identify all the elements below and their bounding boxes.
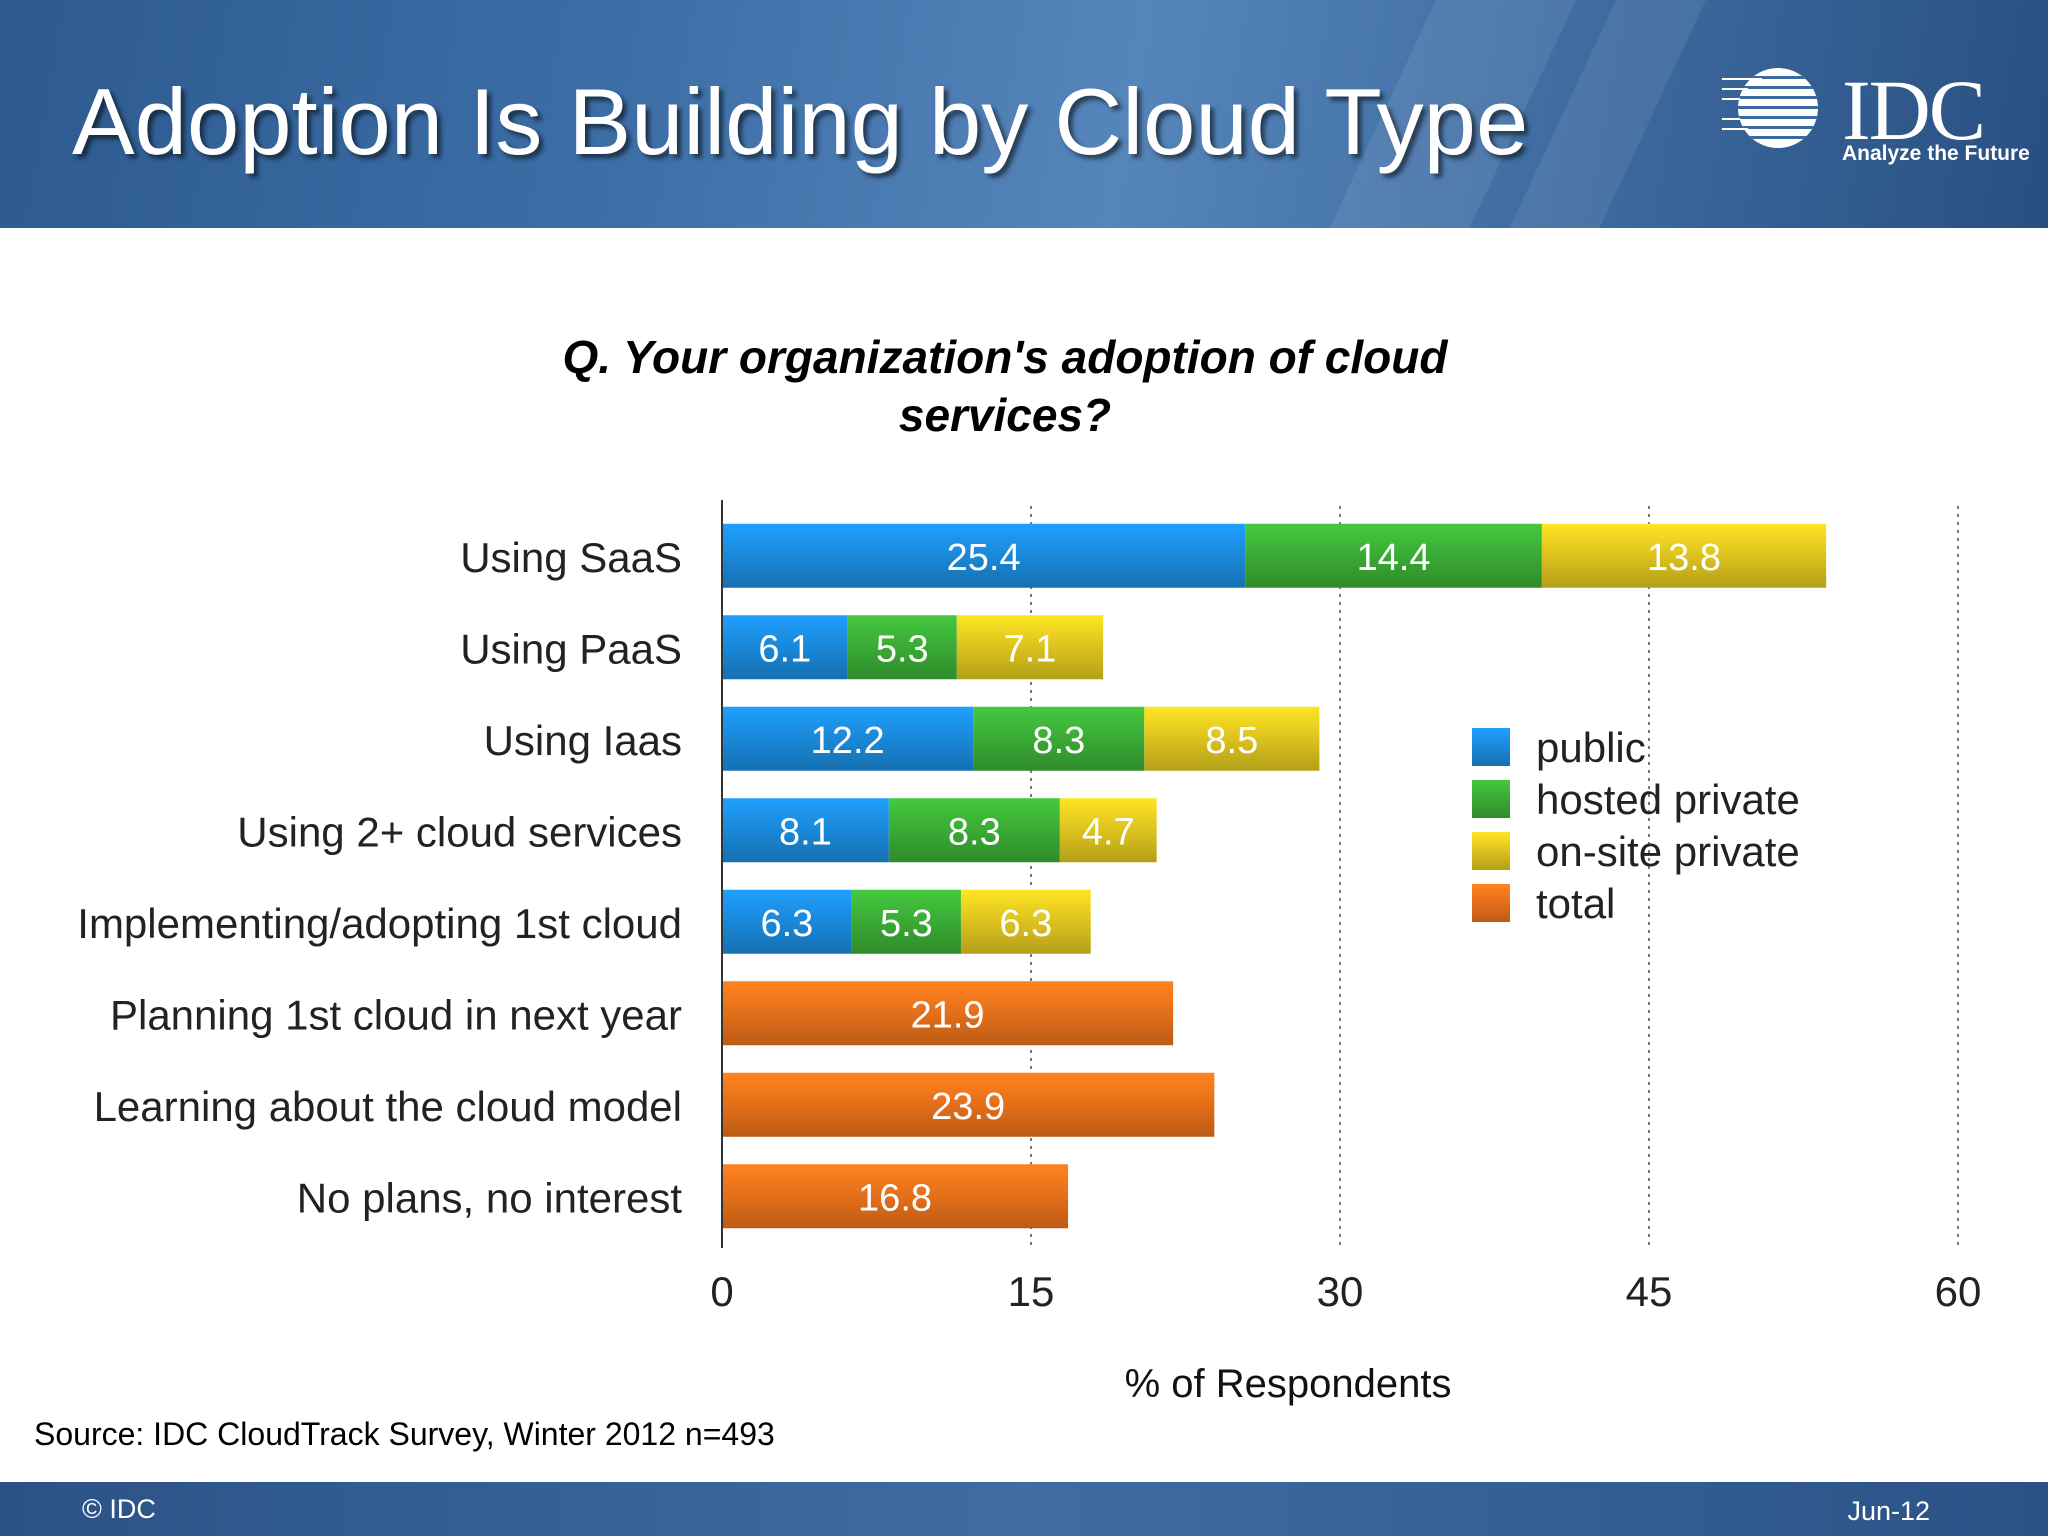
legend-swatch bbox=[1472, 832, 1510, 870]
stacked-bar-chart: Using SaaS 25.4 14.4 13.8 Using PaaS 6.1 5.3 7.… bbox=[77, 500, 1982, 1406]
bar-segment bbox=[888, 798, 1060, 863]
category-label: Learning about the cloud model bbox=[94, 1083, 682, 1130]
bar-segment bbox=[1059, 798, 1157, 863]
slide-title: Adoption Is Building by Cloud Type bbox=[72, 69, 1529, 174]
legend-label: total bbox=[1536, 880, 1615, 927]
source-note: Source: IDC CloudTrack Survey, Winter 20… bbox=[34, 1416, 775, 1452]
x-axis-label: % of Respondents bbox=[1125, 1362, 1452, 1406]
data-label: 6.1 bbox=[758, 628, 811, 670]
bar-segment bbox=[722, 523, 1246, 588]
category-label: Using 2+ cloud services bbox=[237, 808, 682, 855]
logo-text: IDC bbox=[1842, 62, 1986, 158]
x-tick-label: 0 bbox=[710, 1268, 733, 1315]
globe-icon bbox=[1722, 68, 1818, 148]
logo-tagline: Analyze the Future bbox=[1842, 142, 2030, 165]
bar-segment bbox=[722, 981, 1174, 1046]
chart-question: Q. Your organization's adoption of cloud… bbox=[562, 331, 1448, 441]
bar-segment bbox=[1541, 523, 1827, 588]
bar-segment bbox=[956, 615, 1104, 680]
data-label: 4.7 bbox=[1082, 811, 1135, 853]
bar-segment bbox=[722, 615, 848, 680]
bar-segment bbox=[722, 706, 974, 771]
data-label: 8.1 bbox=[779, 811, 832, 853]
data-label: 25.4 bbox=[947, 537, 1021, 579]
bar-segment bbox=[722, 1072, 1215, 1137]
data-label: 8.3 bbox=[948, 811, 1001, 853]
bar-segment bbox=[1144, 706, 1320, 771]
slide-date: Jun-12 bbox=[1847, 1496, 1930, 1526]
x-tick-label: 30 bbox=[1317, 1268, 1364, 1315]
x-tick-label: 60 bbox=[1935, 1268, 1982, 1315]
x-tick-label: 15 bbox=[1008, 1268, 1055, 1315]
data-label: 12.2 bbox=[811, 720, 885, 762]
bar-segment bbox=[973, 706, 1145, 771]
category-label: Using SaaS bbox=[460, 534, 682, 581]
idc-logo: IDC Analyze the Future bbox=[1722, 62, 2030, 176]
category-label: No plans, no interest bbox=[297, 1174, 683, 1221]
slide-footer: © IDC Jun-12 bbox=[0, 1482, 2048, 1536]
category-label: Using Iaas bbox=[484, 717, 682, 764]
legend-swatch bbox=[1472, 884, 1510, 922]
bar-segment bbox=[851, 889, 961, 954]
legend-label: public bbox=[1536, 724, 1646, 771]
bar-segment bbox=[722, 798, 889, 863]
data-label: 6.3 bbox=[999, 903, 1052, 945]
x-tick-label: 45 bbox=[1626, 1268, 1673, 1315]
category-label: Planning 1st cloud in next year bbox=[110, 991, 682, 1038]
bar-segment bbox=[1245, 523, 1542, 588]
data-label: 8.3 bbox=[1032, 720, 1085, 762]
bar-segment bbox=[722, 889, 852, 954]
legend-swatch bbox=[1472, 728, 1510, 766]
category-label: Using PaaS bbox=[460, 625, 682, 672]
legend-label: hosted private bbox=[1536, 776, 1800, 823]
bar-segment bbox=[960, 889, 1091, 954]
data-label: 5.3 bbox=[876, 628, 929, 670]
data-label: 14.4 bbox=[1357, 537, 1431, 579]
category-label: Implementing/adopting 1st cloud bbox=[77, 900, 682, 947]
data-label: 8.5 bbox=[1205, 720, 1258, 762]
bar-segment bbox=[847, 615, 957, 680]
copyright: © IDC bbox=[82, 1494, 156, 1524]
data-label: 13.8 bbox=[1647, 537, 1721, 579]
bar-segment bbox=[722, 1164, 1069, 1229]
data-label: 7.1 bbox=[1004, 628, 1057, 670]
data-label: 5.3 bbox=[880, 903, 933, 945]
data-label: 23.9 bbox=[931, 1086, 1005, 1128]
data-label: 21.9 bbox=[911, 994, 985, 1036]
legend-label: on-site private bbox=[1536, 828, 1800, 875]
data-label: 16.8 bbox=[858, 1177, 932, 1219]
slide-header: Adoption Is Building by Cloud Type IDC bbox=[0, 0, 2048, 228]
data-label: 6.3 bbox=[760, 903, 813, 945]
legend-swatch bbox=[1472, 780, 1510, 818]
